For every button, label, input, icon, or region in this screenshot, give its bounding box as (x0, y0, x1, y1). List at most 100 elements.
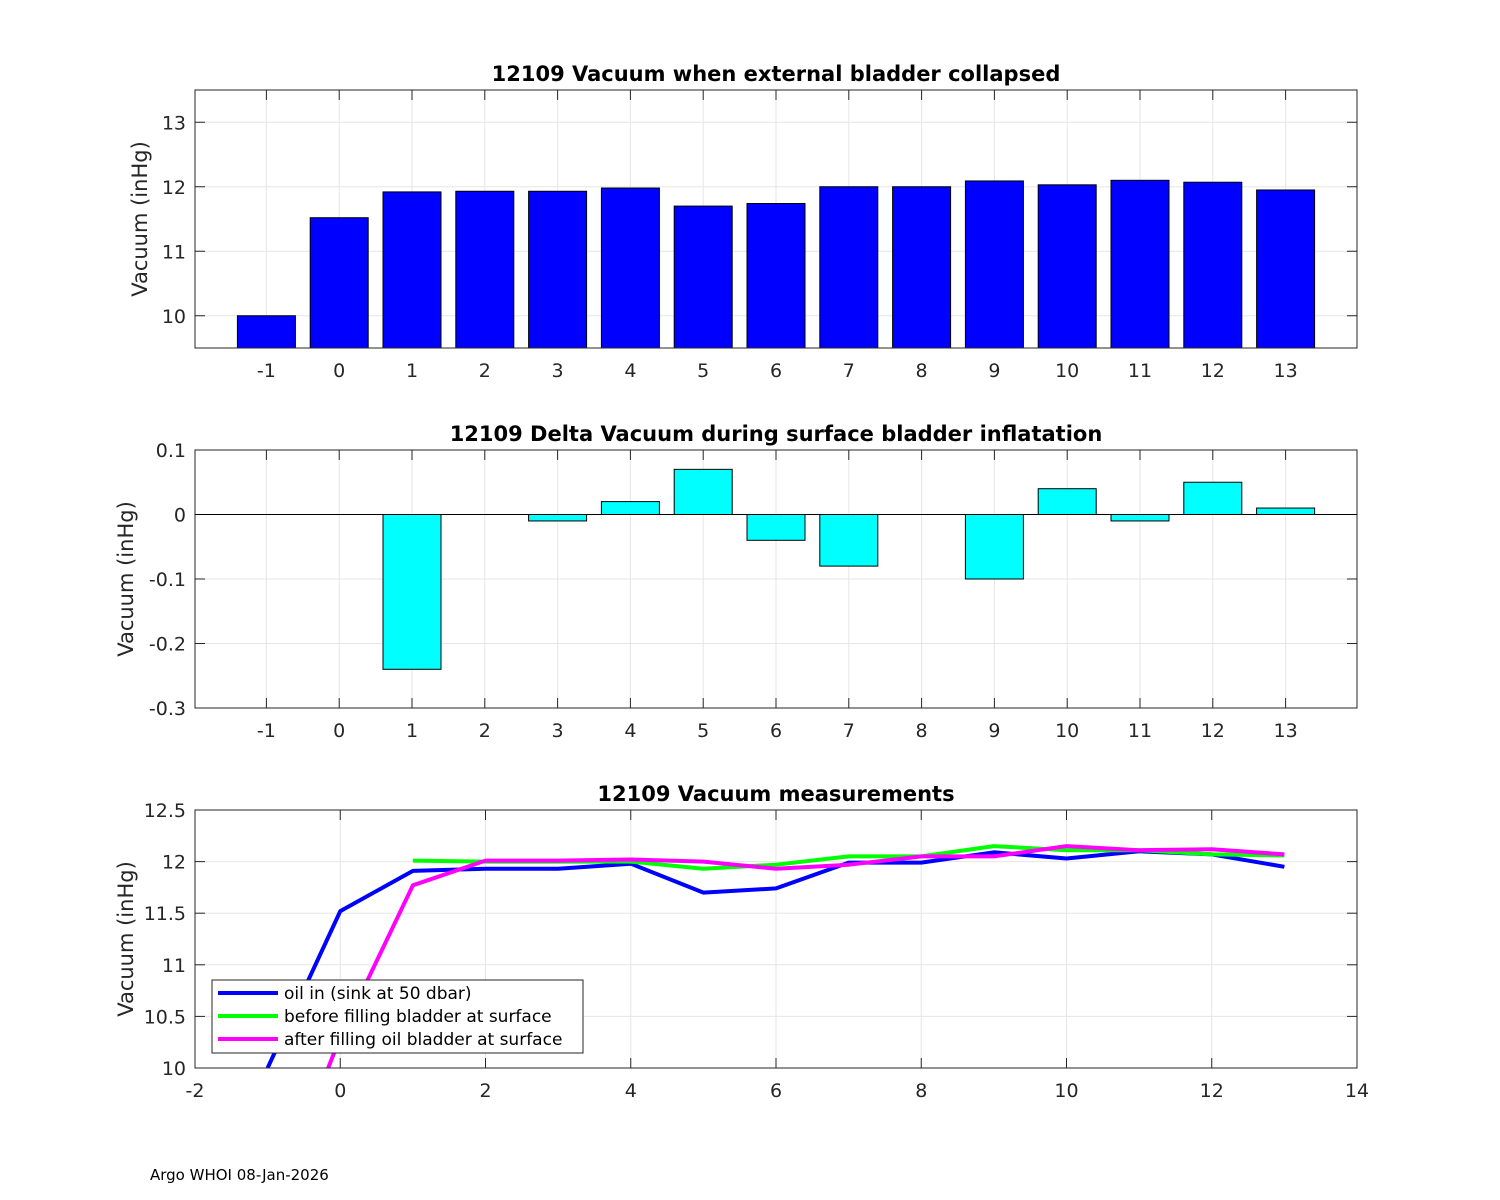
y-tick-label: -0.3 (149, 698, 186, 720)
x-tick-label: 8 (915, 1080, 927, 1102)
x-tick-label: 13 (1274, 720, 1298, 742)
x-tick-label: 4 (625, 1080, 637, 1102)
bar-13 (1256, 507, 1316, 515)
x-tick-label: 3 (552, 720, 564, 742)
bar-12 (1183, 181, 1243, 349)
y-tick-label: 10 (162, 1058, 186, 1080)
axes-1: 12109 Vacuum when external bladder colla… (128, 62, 1358, 382)
legend-label-1: oil in (sink at 50 dbar) (284, 984, 472, 1004)
x-tick-label: 11 (1128, 360, 1152, 382)
x-tick-label: 10 (1055, 360, 1079, 382)
y-tick-label: 10.5 (144, 1006, 186, 1028)
y-tick-label: -0.1 (149, 569, 186, 591)
x-tick-label: 12 (1201, 360, 1225, 382)
bar-9 (964, 180, 1024, 349)
chart-title: 12109 Vacuum measurements (597, 782, 954, 806)
y-axis-label: Vacuum (inHg) (128, 141, 152, 297)
bar-6 (746, 514, 806, 541)
bar-11 (1110, 179, 1170, 349)
x-tick-label: 10 (1055, 720, 1079, 742)
x-tick-label: 5 (697, 720, 709, 742)
x-tick-label: -2 (186, 1080, 205, 1102)
x-tick-label: 14 (1345, 1080, 1369, 1102)
chart-title: 12109 Vacuum when external bladder colla… (492, 62, 1061, 86)
footer-text: Argo WHOI 08-Jan-2026 (150, 1166, 329, 1184)
bar-0 (309, 217, 369, 349)
bar-11 (1110, 514, 1170, 522)
x-tick-label: 2 (479, 720, 491, 742)
y-tick-label: 13 (162, 112, 186, 134)
axes-border (194, 89, 1358, 349)
x-tick-label: 6 (770, 720, 782, 742)
bar-7 (819, 514, 879, 567)
x-tick-label: 8 (916, 720, 928, 742)
y-axis-label: Vacuum (inHg) (114, 501, 138, 657)
x-tick-label: 6 (770, 360, 782, 382)
x-tick-label: 11 (1128, 720, 1152, 742)
y-tick-label: 11 (162, 955, 186, 977)
series-lines (265, 844, 1285, 1068)
x-tick-label: 4 (624, 360, 636, 382)
bar-7 (819, 186, 879, 349)
x-tick-label: 12 (1201, 720, 1225, 742)
chart-title: 12109 Delta Vacuum during surface bladde… (450, 422, 1103, 446)
x-tick-label: 8 (916, 360, 928, 382)
x-tick-label: 6 (770, 1080, 782, 1102)
x-tick-label: 2 (479, 360, 491, 382)
x-tick-label: -1 (257, 360, 276, 382)
legend-label-2: before filling bladder at surface (284, 1007, 552, 1027)
bar-8 (892, 186, 952, 349)
x-tick-label: 3 (552, 360, 564, 382)
x-tick-label: 4 (624, 720, 636, 742)
y-tick-label: 12 (162, 852, 186, 874)
axes-2: 12109 Delta Vacuum during surface bladde… (114, 422, 1358, 742)
x-tick-label: 1 (406, 720, 418, 742)
x-tick-label: 10 (1054, 1080, 1078, 1102)
x-tick-label: 13 (1274, 360, 1298, 382)
y-tick-label: 11.5 (144, 903, 186, 925)
y-tick-label: 0 (174, 505, 186, 527)
bar-2 (455, 190, 515, 349)
axes-3: 12109 Vacuum measurements Vacuum (inHg) 10… (114, 782, 1369, 1102)
bar-4 (600, 501, 660, 516)
bar-5 (673, 468, 733, 516)
x-tick-label: 0 (333, 720, 345, 742)
x-tick-label: 1 (406, 360, 418, 382)
axes-border (194, 809, 1358, 1069)
x-tick-label: 9 (988, 720, 1000, 742)
bar--1 (236, 315, 296, 349)
x-tick-label: 9 (988, 360, 1000, 382)
x-tick-label: 7 (843, 360, 855, 382)
y-tick-label: 12.5 (144, 800, 186, 822)
y-tick-label: 0.1 (156, 440, 186, 462)
bar-5 (673, 205, 733, 349)
x-tick-label: 2 (479, 1080, 491, 1102)
bar-10 (1037, 488, 1097, 516)
x-tick-label: 0 (334, 1080, 346, 1102)
bar-1 (382, 514, 442, 670)
y-tick-label: 11 (162, 241, 186, 263)
bar-4 (600, 187, 660, 349)
bar-13 (1256, 189, 1316, 349)
y-tick-label: 10 (162, 306, 186, 328)
bar-12 (1183, 481, 1243, 515)
x-tick-label: 7 (843, 720, 855, 742)
x-tick-label: 0 (333, 360, 345, 382)
bar-3 (528, 514, 588, 522)
x-tick-label: -1 (257, 720, 276, 742)
y-axis-label: Vacuum (inHg) (114, 861, 138, 1017)
legend-label-3: after filling oil bladder at surface (284, 1030, 562, 1050)
y-tick-label: -0.2 (149, 634, 186, 656)
y-tick-label: 12 (162, 177, 186, 199)
bar-3 (528, 190, 588, 349)
bar-9 (964, 514, 1024, 580)
bar-6 (746, 203, 806, 349)
series-line-1 (265, 849, 1285, 1068)
bar-1 (382, 191, 442, 349)
series-line-3 (326, 844, 1285, 1068)
x-tick-label: 5 (697, 360, 709, 382)
x-tick-label: 12 (1200, 1080, 1224, 1102)
bar-10 (1037, 184, 1097, 349)
axes-border (194, 449, 1358, 709)
